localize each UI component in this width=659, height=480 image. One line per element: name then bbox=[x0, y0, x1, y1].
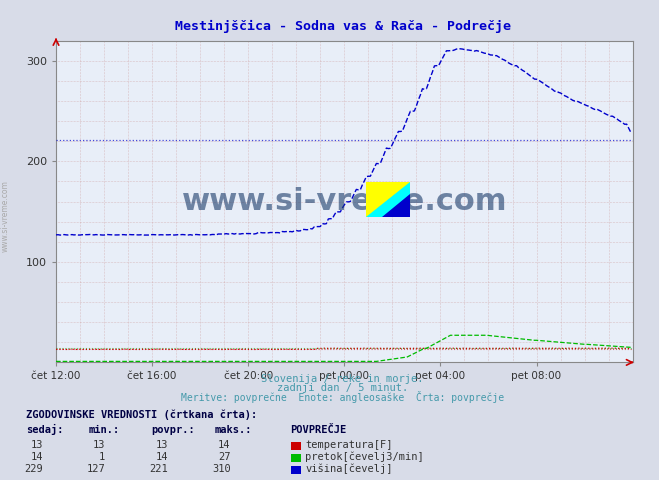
Text: 13: 13 bbox=[93, 440, 105, 450]
Text: Slovenija / reke in morje.: Slovenija / reke in morje. bbox=[262, 373, 424, 384]
Text: ZGODOVINSKE VREDNOSTI (črtkana črta):: ZGODOVINSKE VREDNOSTI (črtkana črta): bbox=[26, 409, 258, 420]
Text: 14: 14 bbox=[156, 452, 168, 462]
Text: povpr.:: povpr.: bbox=[152, 425, 195, 435]
Text: 13: 13 bbox=[30, 440, 43, 450]
Text: sedaj:: sedaj: bbox=[26, 424, 64, 435]
Text: POVPREČJE: POVPREČJE bbox=[290, 425, 346, 435]
Text: www.si-vreme.com: www.si-vreme.com bbox=[1, 180, 10, 252]
Text: višina[čevelj]: višina[čevelj] bbox=[305, 463, 393, 474]
Polygon shape bbox=[366, 181, 411, 216]
Text: 27: 27 bbox=[218, 452, 231, 462]
Text: Meritve: povprečne  Enote: angleosaške  Črta: povprečje: Meritve: povprečne Enote: angleosaške Čr… bbox=[181, 391, 504, 403]
Text: www.si-vreme.com: www.si-vreme.com bbox=[182, 187, 507, 216]
Text: zadnji dan / 5 minut.: zadnji dan / 5 minut. bbox=[277, 383, 409, 393]
Text: 13: 13 bbox=[156, 440, 168, 450]
Text: 127: 127 bbox=[87, 464, 105, 474]
Text: min.:: min.: bbox=[89, 425, 120, 435]
Text: 221: 221 bbox=[150, 464, 168, 474]
Text: 1: 1 bbox=[100, 452, 105, 462]
Text: Mestinjščica - Sodna vas & Rača - Podrečje: Mestinjščica - Sodna vas & Rača - Podreč… bbox=[175, 20, 511, 33]
Polygon shape bbox=[366, 181, 411, 216]
Polygon shape bbox=[382, 194, 411, 216]
Text: temperatura[F]: temperatura[F] bbox=[305, 440, 393, 450]
Text: maks.:: maks.: bbox=[214, 425, 252, 435]
Text: 310: 310 bbox=[212, 464, 231, 474]
Text: 229: 229 bbox=[24, 464, 43, 474]
Text: 14: 14 bbox=[218, 440, 231, 450]
Text: 14: 14 bbox=[30, 452, 43, 462]
Text: pretok[čevelj3/min]: pretok[čevelj3/min] bbox=[305, 451, 424, 462]
